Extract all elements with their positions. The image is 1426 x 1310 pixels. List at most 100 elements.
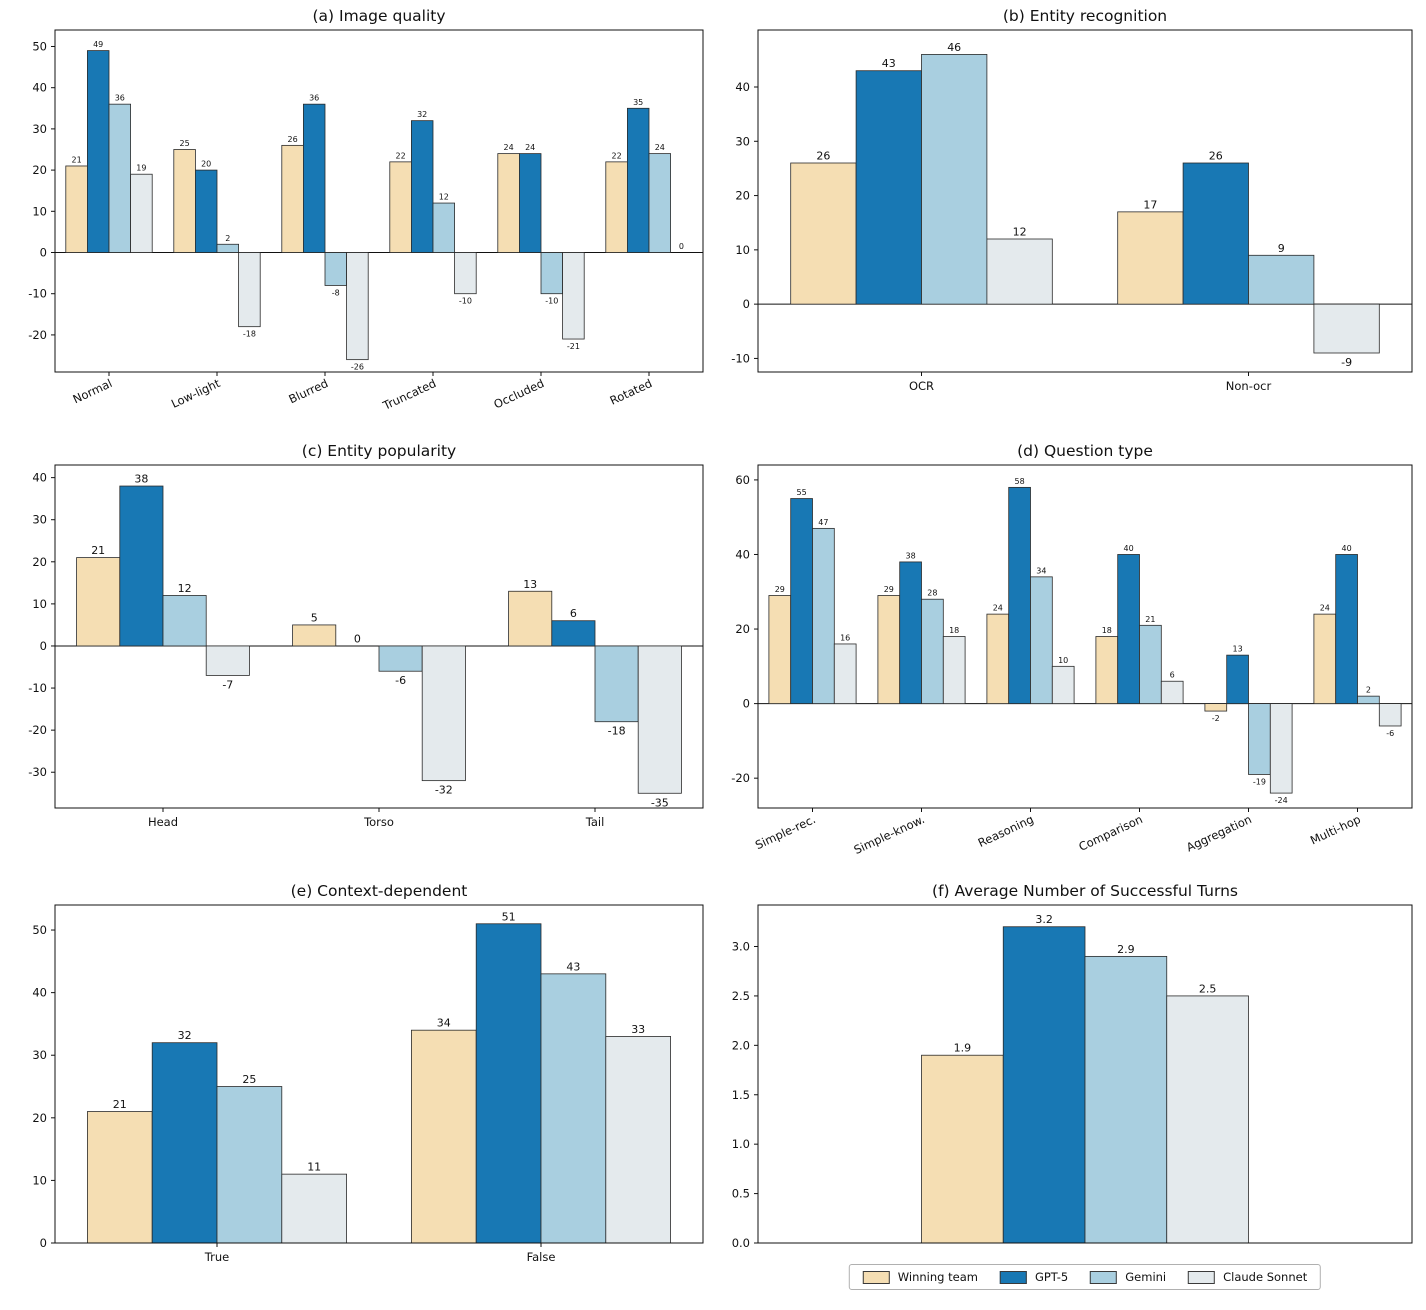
y-tick-label: 2.5: [732, 989, 750, 1003]
bar: [921, 54, 988, 305]
bar-value-label: -18: [243, 330, 256, 339]
x-tick-label: Simple-rec.: [753, 812, 818, 852]
bar: [921, 598, 944, 705]
bar: [519, 153, 542, 253]
bar-value-label: 51: [502, 910, 516, 923]
bar: [216, 1086, 283, 1244]
x-tick-label: Comparison: [1076, 812, 1144, 854]
panel-question-type: (d) Question type -20 0 20 40 60 29 55 47 16 Simpl…: [713, 437, 1426, 874]
x-tick-label: Blurred: [287, 376, 331, 406]
bar: [605, 161, 628, 253]
y-tick-label: 1.0: [732, 1137, 750, 1151]
chart-f-svg: (f) Average Number of Successful Turns 0.…: [732, 882, 1413, 1250]
bar-value-label: 38: [134, 473, 148, 486]
y-tick-label: 30: [32, 513, 47, 527]
bar-value-label: 20: [201, 160, 211, 169]
bar: [1204, 703, 1228, 712]
y-tick-label: 60: [735, 473, 750, 487]
y-tick-label: 20: [32, 555, 47, 569]
y-tick-label: 20: [735, 622, 750, 636]
bar-value-label: 5: [311, 611, 318, 624]
bar: [475, 923, 542, 1244]
bar-value-label: 25: [180, 139, 190, 148]
bar-value-label: 25: [242, 1073, 256, 1086]
bar: [1357, 695, 1380, 705]
bar: [986, 613, 1010, 705]
bar-value-label: -10: [459, 297, 472, 306]
chart-title: (f) Average Number of Successful Turns: [932, 882, 1238, 900]
bar: [1313, 303, 1380, 354]
y-tick-label: -10: [731, 351, 750, 365]
axes-frame: [54, 464, 704, 809]
bar-value-label: 0: [679, 242, 684, 251]
bar-value-label: 12: [439, 193, 449, 202]
bar-value-label: 1.9: [954, 1042, 972, 1055]
bar: [986, 238, 1053, 305]
chart-title: (c) Entity popularity: [302, 442, 456, 460]
bar-value-label: 55: [797, 488, 807, 497]
bar: [877, 595, 901, 705]
x-tick-label: Non-ocr: [1226, 379, 1272, 393]
bar-value-label: 21: [1145, 615, 1155, 624]
bar-value-label: 0: [354, 632, 361, 645]
y-tick-label: 50: [32, 39, 47, 53]
bar-value-label: 40: [1342, 544, 1352, 553]
bar: [562, 252, 585, 340]
bar-value-label: 49: [93, 40, 103, 49]
bar-value-label: 9: [1278, 242, 1285, 255]
x-tick-label: Multi-hop: [1308, 812, 1363, 847]
chart-e-svg: (e) Context-dependent 0 10 20 30 40 50 21 32 25 11…: [32, 882, 704, 1264]
bar: [1002, 926, 1086, 1244]
bar-value-label: 12: [1013, 226, 1027, 239]
x-tick-label: False: [527, 1250, 556, 1264]
bar: [1182, 162, 1249, 305]
legend-item: GPT-5: [999, 1270, 1068, 1284]
y-tick-label: 0.5: [732, 1187, 750, 1201]
bar-value-label: -26: [351, 363, 364, 372]
bar: [551, 620, 596, 647]
chart-title: (d) Question type: [1017, 442, 1153, 460]
bar: [540, 973, 607, 1244]
axes-frame: [757, 904, 1413, 1244]
bar-value-label: 12: [178, 582, 192, 595]
bar: [812, 527, 835, 705]
panel-context-dependent: (e) Context-dependent 0 10 20 30 40 50 21 32 25 11…: [0, 874, 713, 1310]
bar-value-label: 24: [993, 604, 1003, 613]
bar-value-label: -7: [222, 678, 233, 691]
bar-value-label: 3.2: [1035, 913, 1053, 926]
bar: [324, 252, 348, 286]
bar-value-label: 38: [906, 551, 916, 560]
bar-value-label: 28: [927, 589, 937, 598]
y-tick-label: 0: [743, 697, 750, 711]
legend-swatch-icon: [1090, 1270, 1118, 1284]
bar: [389, 161, 412, 253]
y-tick-label: -20: [28, 328, 47, 342]
bar-value-label: 13: [523, 578, 537, 591]
y-tick-label: 0: [40, 639, 47, 653]
bar-value-label: 10: [1058, 656, 1068, 665]
axes-frame: [54, 904, 704, 1244]
x-tick-label: Occluded: [492, 376, 547, 411]
bar: [410, 1029, 477, 1244]
bar: [216, 243, 240, 253]
panel-avg-successful-turns: (f) Average Number of Successful Turns 0.…: [713, 874, 1426, 1310]
y-tick-label: 30: [735, 134, 750, 148]
legend-item: Gemini: [1090, 1270, 1166, 1284]
y-tick-label: 2.0: [732, 1038, 750, 1052]
bar: [119, 485, 164, 647]
bar: [346, 252, 369, 361]
bar-value-label: 29: [775, 585, 785, 594]
chart-a-svg: (a) Image quality-20-1001020304050214936…: [28, 7, 704, 413]
bar: [76, 557, 121, 647]
legend-swatch-icon: [862, 1270, 890, 1284]
bar-value-label: 24: [504, 143, 514, 152]
bar-value-label: 22: [612, 151, 622, 160]
bar: [508, 590, 553, 647]
legend-label: Gemini: [1125, 1270, 1167, 1284]
bar-value-label: 35: [633, 98, 643, 107]
y-tick-label: 30: [32, 1048, 47, 1062]
bar-value-label: 21: [72, 155, 82, 164]
y-tick-label: -10: [28, 287, 47, 301]
x-tick-label: Rotated: [608, 376, 655, 408]
bar-value-label: 32: [417, 110, 427, 119]
